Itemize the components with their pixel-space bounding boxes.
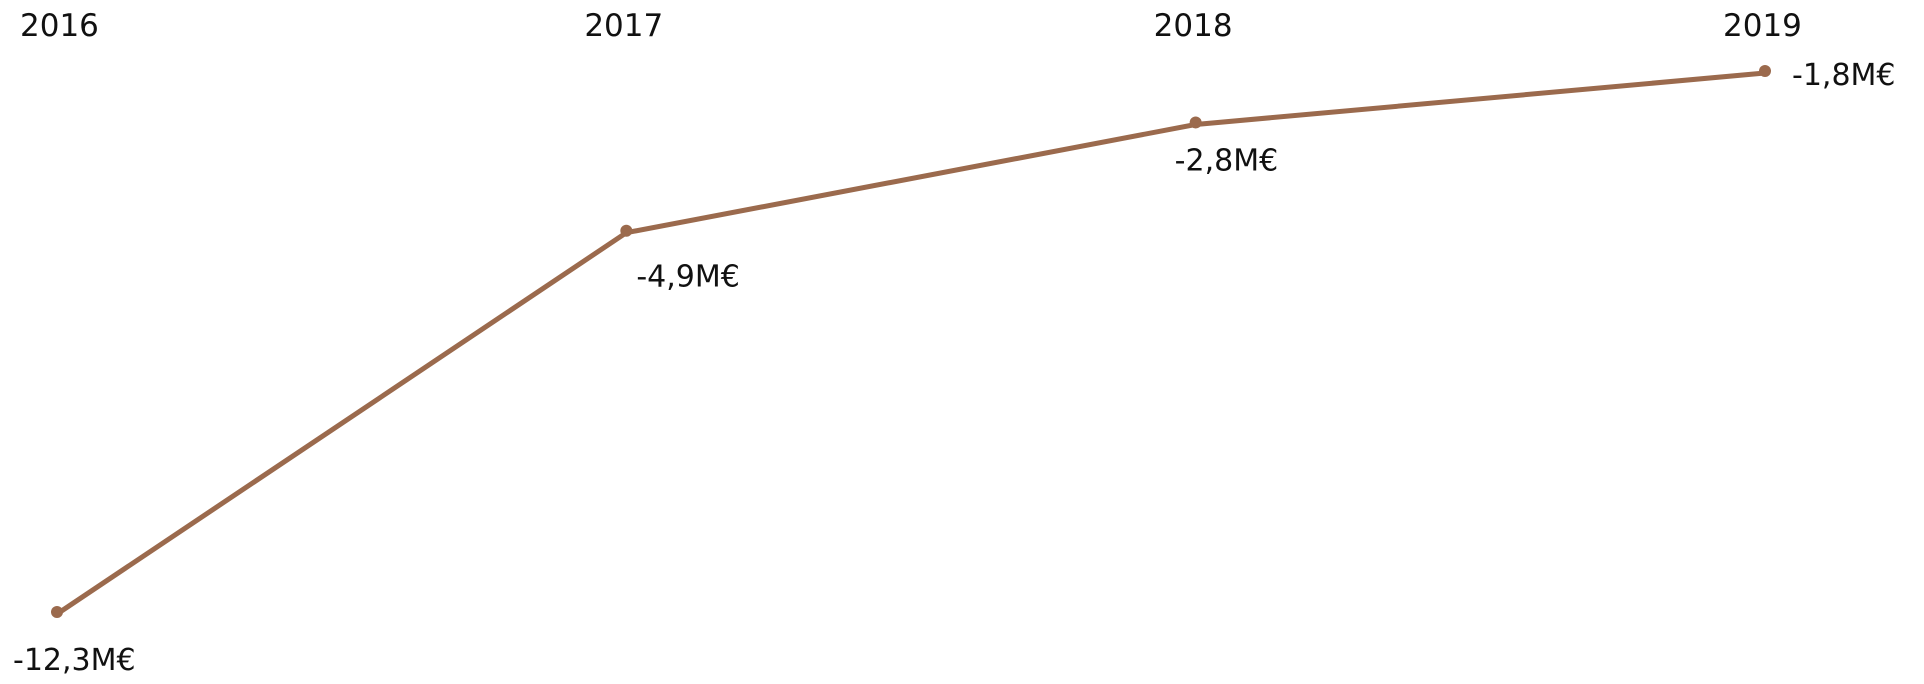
data-label-2017: -4,9M€ (636, 260, 740, 295)
x-tick-label-2018: 2018 (1154, 8, 1233, 44)
data-point-2018 (1189, 116, 1202, 129)
data-label-2019: -1,8M€ (1792, 58, 1896, 93)
x-axis-tick-labels: 2016 2017 2018 2019 (20, 8, 1802, 44)
data-point-markers (51, 65, 1771, 618)
data-point-2017 (620, 224, 633, 237)
data-labels: -12,3M€ -4,9M€ -2,8M€ -1,8M€ (13, 58, 1896, 678)
x-tick-label-2016: 2016 (20, 8, 99, 44)
data-point-2016 (51, 606, 63, 618)
data-label-2016: -12,3M€ (13, 643, 136, 678)
data-point-2019 (1759, 65, 1771, 77)
x-tick-label-2019: 2019 (1723, 8, 1802, 44)
x-tick-label-2017: 2017 (584, 8, 663, 44)
series-line (54, 70, 1768, 617)
data-label-2018: -2,8M€ (1175, 144, 1279, 179)
